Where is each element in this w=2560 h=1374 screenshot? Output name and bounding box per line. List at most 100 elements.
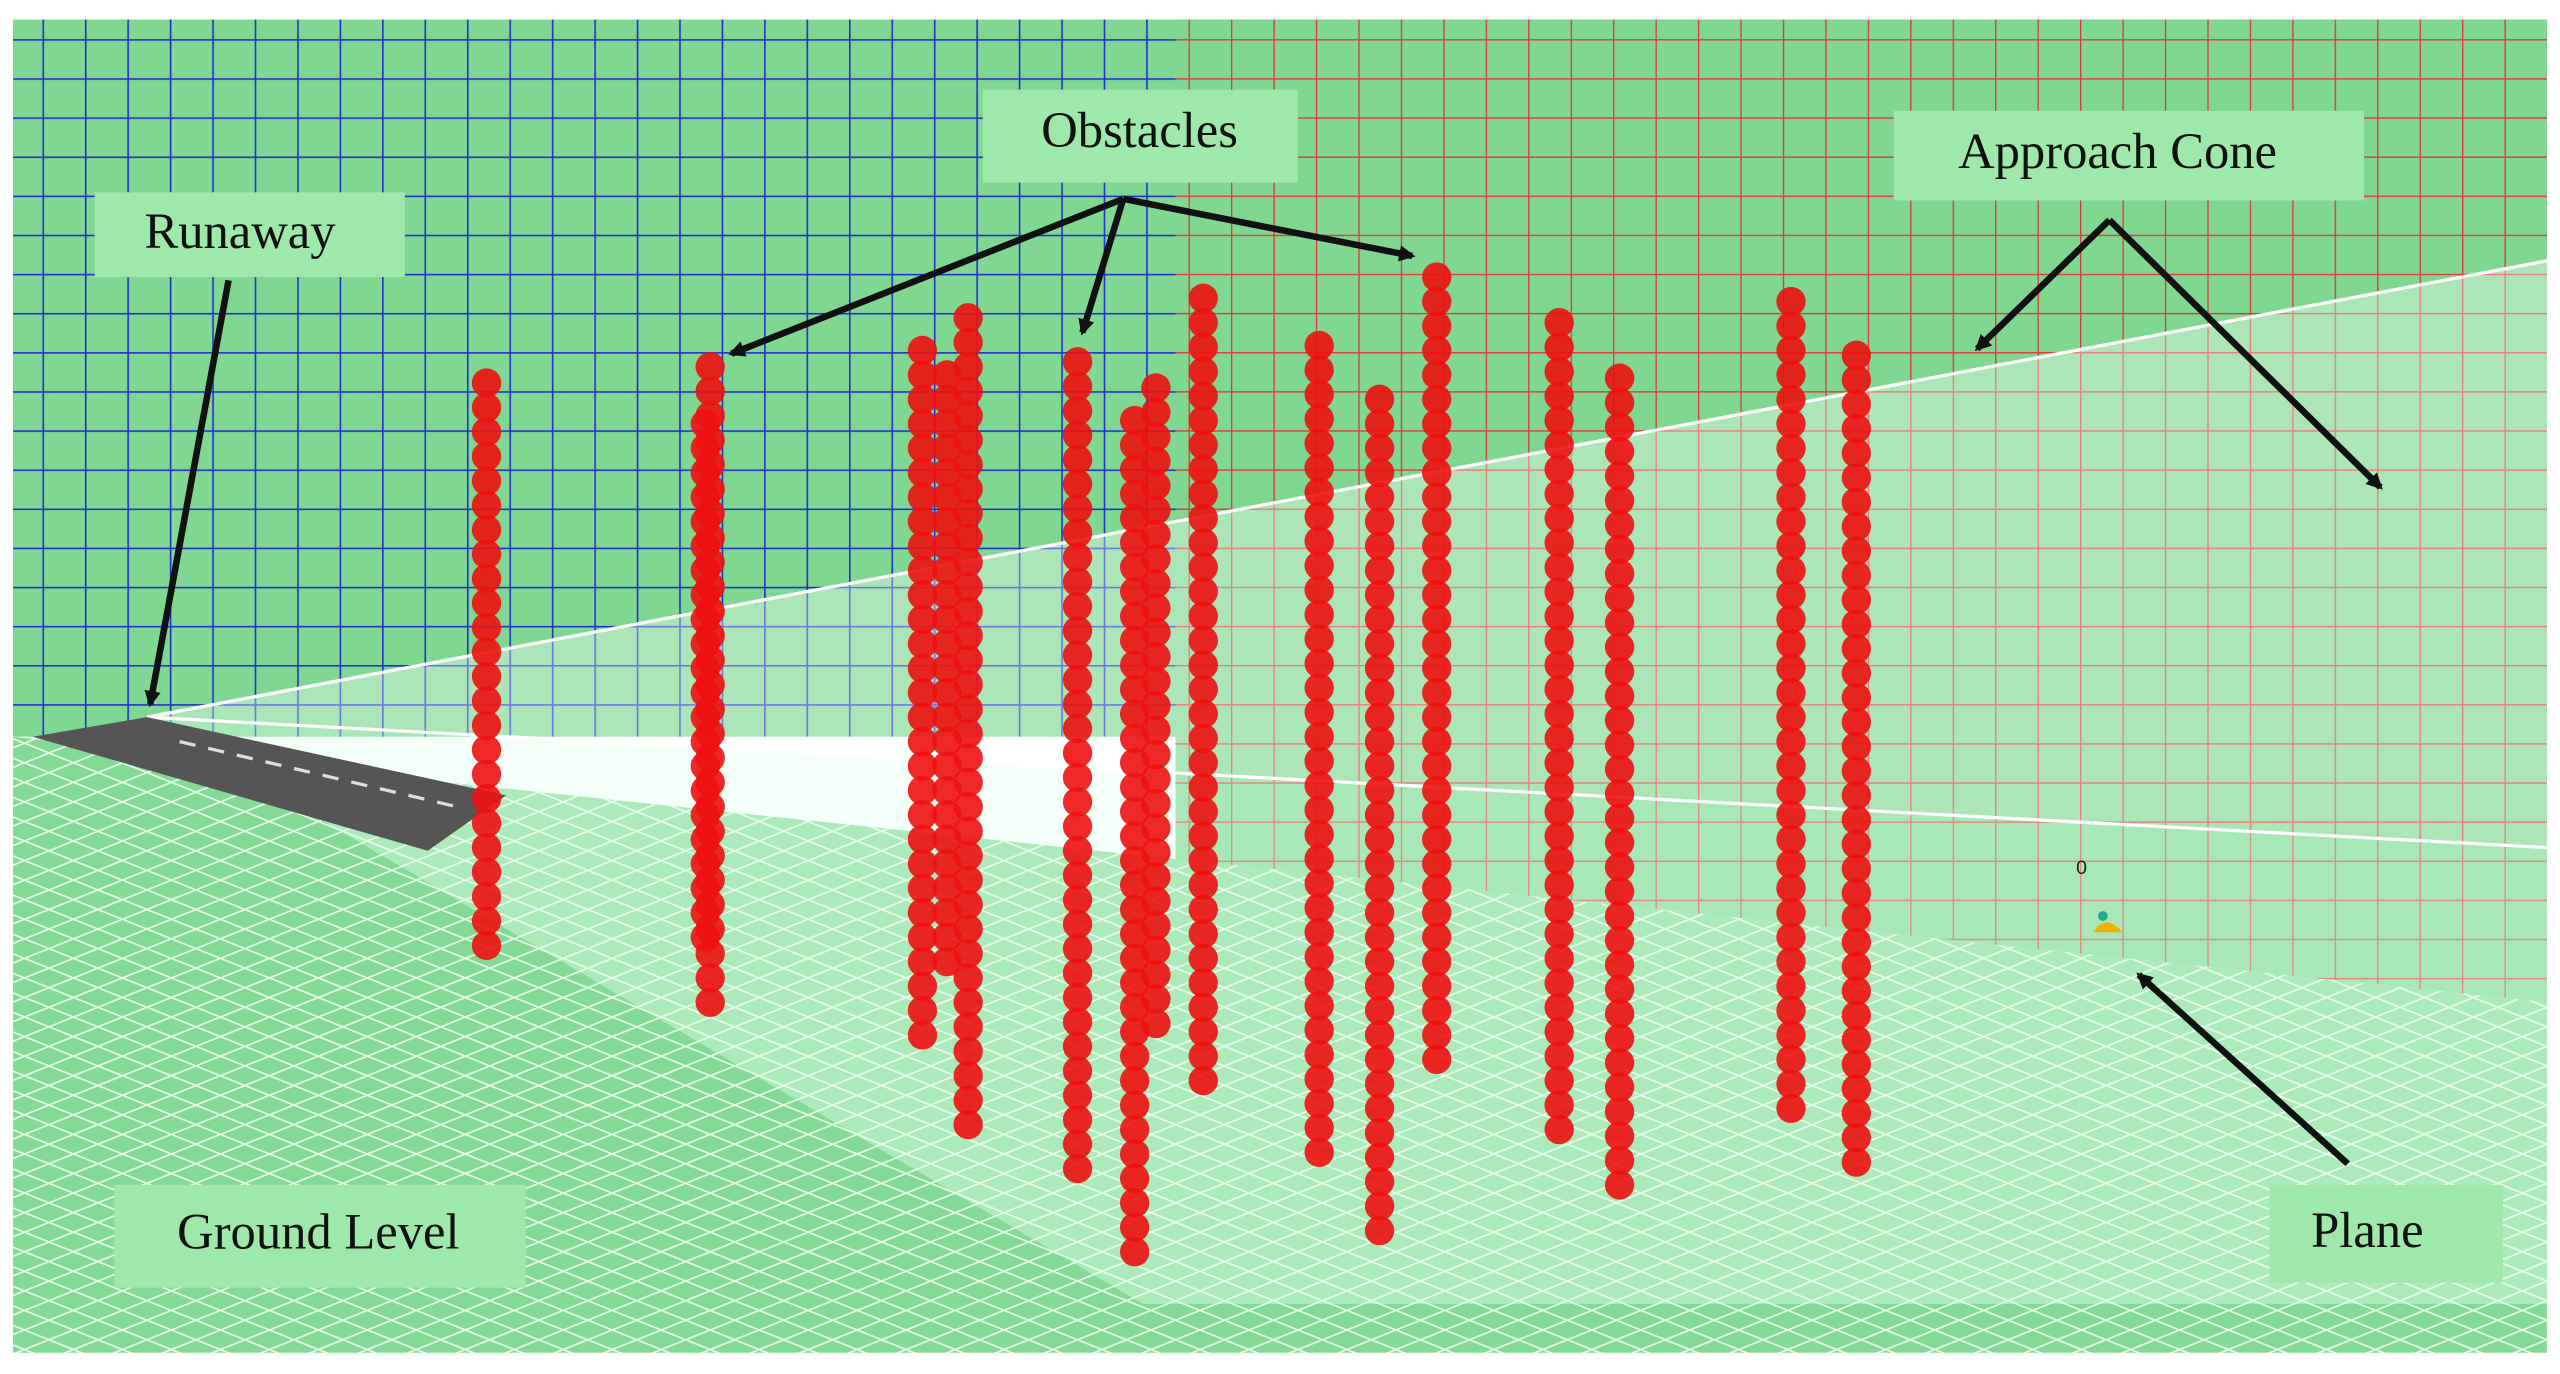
- obstacle-sphere: [1841, 560, 1872, 591]
- obstacle-sphere: [1304, 746, 1334, 776]
- obstacle-sphere: [1188, 845, 1218, 876]
- arrow: [1122, 195, 1416, 262]
- obstacle-sphere: [1604, 852, 1635, 882]
- obstacle-sphere: [1364, 409, 1395, 439]
- obstacle-sphere: [1841, 1122, 1872, 1153]
- obstacle-sphere: [907, 971, 938, 1001]
- obstacle-sphere: [471, 930, 502, 961]
- obstacle-sphere: [1422, 824, 1452, 855]
- obstacle-sphere: [1188, 381, 1218, 411]
- obstacle-sphere: [1188, 968, 1218, 998]
- obstacle-sphere: [1544, 528, 1574, 558]
- obstacle-sphere: [471, 906, 502, 936]
- obstacle-sphere: [1841, 707, 1872, 737]
- obstacle-sphere: [1604, 436, 1635, 467]
- obstacle-sphere: [1422, 458, 1452, 488]
- obstacle-sphere: [1776, 946, 1806, 977]
- obstacle-sphere: [1188, 454, 1218, 485]
- obstacle-sphere: [1304, 673, 1334, 703]
- obstacle-sphere: [1841, 365, 1872, 395]
- obstacle-sphere: [1422, 335, 1452, 366]
- obstacle-sphere: [953, 1012, 983, 1042]
- obstacle-sphere: [1062, 1153, 1093, 1184]
- obstacle-sphere: [690, 898, 720, 928]
- obstacle-sphere: [1604, 1023, 1635, 1053]
- obstacle-sphere: [1841, 1147, 1872, 1177]
- obstacle-sphere: [953, 1109, 983, 1140]
- obstacle-sphere: [932, 604, 962, 635]
- approach-cone-label: Approach Cone: [1958, 123, 2277, 179]
- obstacle-sphere: [1841, 878, 1872, 908]
- obstacle-sphere: [932, 873, 962, 903]
- obstacle-sphere: [1304, 1015, 1334, 1045]
- obstacle-sphere: [907, 555, 938, 586]
- obstacle-sphere: [907, 604, 938, 635]
- obstacle-sphere: [1422, 555, 1452, 586]
- obstacle-sphere: [953, 1061, 983, 1091]
- obstacle-sphere: [1364, 482, 1395, 512]
- obstacle-sphere: [471, 466, 502, 496]
- obstacle-sphere: [1304, 1113, 1334, 1143]
- obstacle-sphere: [932, 800, 962, 830]
- obstacle-sphere: [1544, 1090, 1574, 1120]
- obstacle-sphere: [1062, 591, 1093, 621]
- obstacle-sphere: [1776, 482, 1806, 512]
- obstacle-sphere: [1841, 487, 1872, 517]
- obstacle-sphere: [690, 800, 720, 830]
- obstacle-sphere: [1364, 629, 1395, 659]
- obstacle-sphere: [1141, 471, 1171, 501]
- obstacle-sphere: [907, 775, 938, 806]
- obstacle-sphere: [1304, 550, 1334, 581]
- obstacle-sphere: [1364, 653, 1395, 683]
- obstacle-sphere: [1544, 723, 1574, 754]
- obstacle-sphere: [690, 726, 720, 757]
- obstacle-sphere: [1364, 800, 1395, 830]
- arrow: [1974, 217, 2112, 352]
- obstacle-sphere: [1544, 992, 1574, 1022]
- ground-level-label: Ground Level: [177, 1204, 459, 1260]
- obstacle-sphere: [1841, 438, 1872, 468]
- obstacle-sphere: [1188, 894, 1218, 925]
- obstacle-sphere: [1188, 1017, 1218, 1047]
- obstacle-sphere: [907, 898, 938, 928]
- obstacle-sphere: [1604, 485, 1635, 516]
- obstacle-sphere: [690, 849, 720, 879]
- obstacle-sphere: [1604, 950, 1635, 980]
- obstacle-sphere: [1364, 1142, 1395, 1172]
- obstacle-sphere: [1544, 381, 1574, 411]
- obstacle-sphere: [1188, 356, 1218, 387]
- obstacle-sphere: [1544, 870, 1574, 900]
- obstacle-sphere: [1062, 713, 1093, 744]
- obstacle-sphere: [1304, 477, 1334, 507]
- obstacle-sphere: [1544, 894, 1574, 925]
- obstacle-sphere: [1141, 422, 1171, 452]
- obstacle-sphere: [1062, 1080, 1093, 1110]
- obstacle-sphere: [471, 808, 502, 838]
- obstacle-sphere: [690, 678, 720, 708]
- obstacle-sphere: [907, 678, 938, 708]
- obstacle-sphere: [1604, 974, 1635, 1005]
- obstacle-sphere: [1304, 942, 1334, 972]
- obstacle-sphere: [690, 702, 720, 732]
- obstacle-sphere: [1062, 762, 1093, 793]
- obstacle-sphere: [907, 653, 938, 683]
- obstacle-sphere: [1188, 405, 1218, 436]
- obstacle-sphere: [690, 482, 720, 512]
- obstacle-sphere: [907, 384, 938, 414]
- obstacle-sphere: [1120, 1090, 1150, 1120]
- obstacle-sphere: [690, 751, 720, 781]
- obstacle-sphere: [1422, 678, 1452, 708]
- obstacle-sphere: [1604, 656, 1635, 687]
- obstacle-sphere: [1776, 458, 1806, 488]
- obstacle-sphere: [1422, 482, 1452, 512]
- obstacle-sphere: [1364, 433, 1395, 463]
- obstacle-sphere: [1841, 854, 1872, 884]
- obstacle-sphere: [1841, 780, 1872, 811]
- obstacle-sphere: [1364, 946, 1395, 977]
- obstacle-sphere: [932, 629, 962, 659]
- obstacle-sphere: [471, 539, 502, 569]
- obstacle-sphere: [932, 726, 962, 757]
- obstacle-sphere: [1188, 797, 1218, 827]
- obstacle-sphere: [1141, 373, 1171, 403]
- obstacle-sphere: [471, 637, 502, 667]
